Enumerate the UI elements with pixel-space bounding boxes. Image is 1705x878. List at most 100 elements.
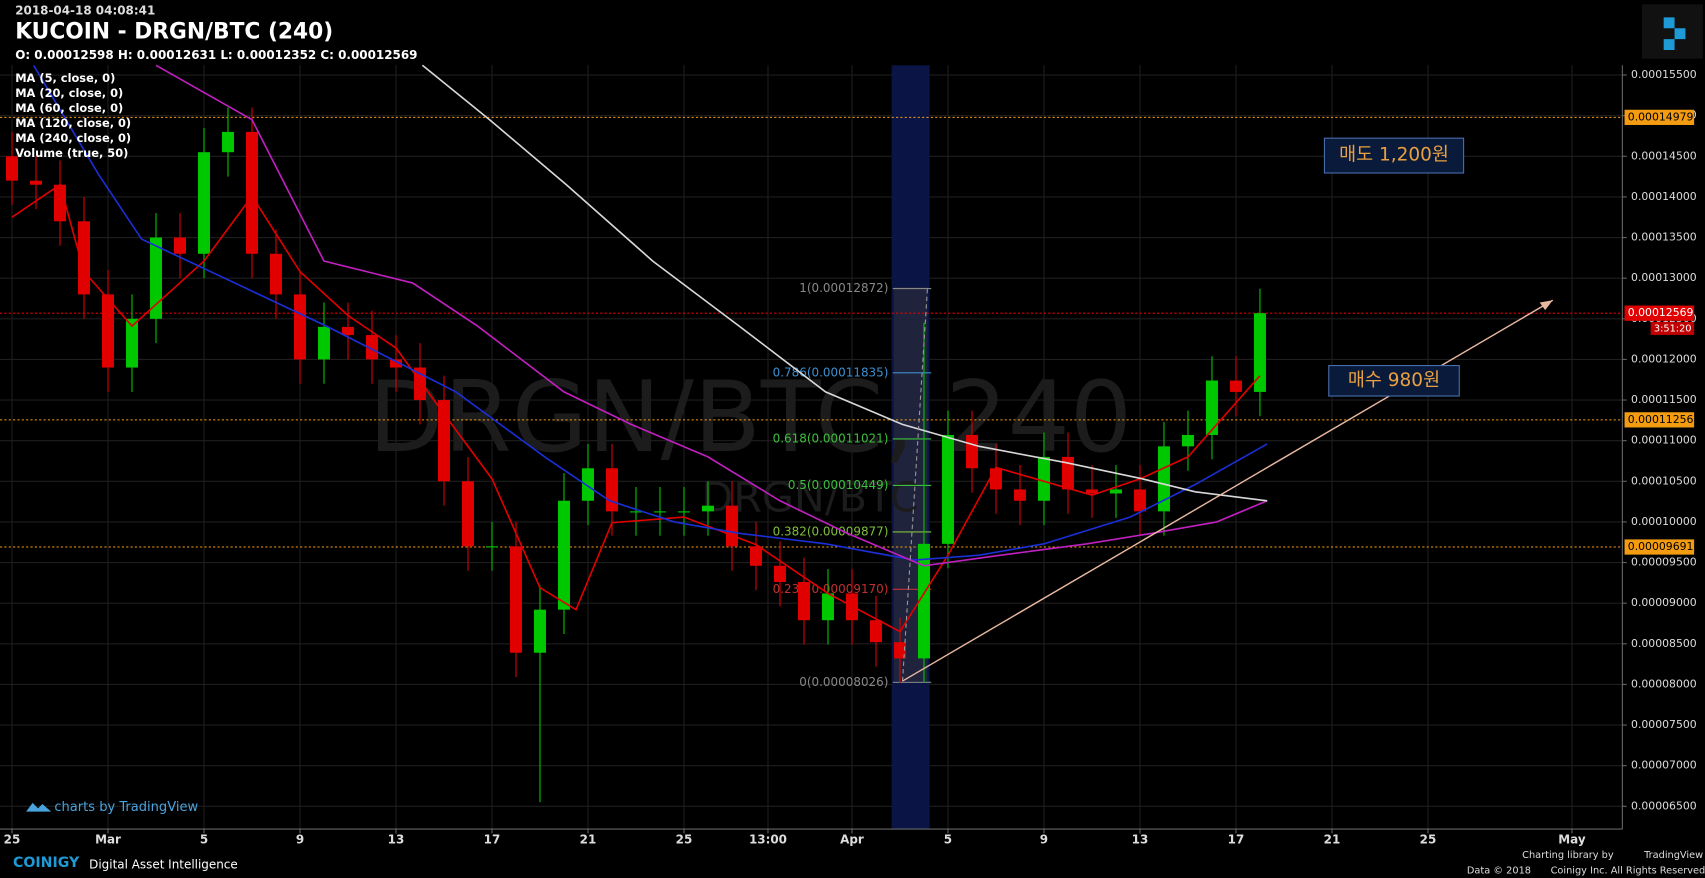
x-tick-label: 9: [296, 832, 304, 846]
fib-label: 0(0.00008026): [799, 675, 888, 689]
y-tick-label: 0.00015500: [1631, 68, 1697, 81]
y-tick-label: 0.00007000: [1631, 759, 1697, 772]
candle-body: [365, 335, 378, 360]
x-tick-label: 17: [484, 832, 501, 846]
candle-body: [677, 511, 690, 513]
price-tag-label: 0.00009691: [1628, 540, 1694, 553]
y-tick-label: 0.00009500: [1631, 556, 1697, 569]
candle-body: [1229, 380, 1242, 392]
trend-line: [902, 299, 1554, 682]
y-tick-label: 0.00012000: [1631, 352, 1697, 365]
candle-body: [437, 400, 450, 482]
y-tick-label: 0.00011000: [1631, 434, 1697, 447]
candle-body: [413, 367, 426, 401]
candle-body: [533, 609, 546, 653]
legend: MA (5, close, 0)MA (20, close, 0)MA (60,…: [15, 71, 131, 160]
price-tag-label: 0.00011256: [1628, 413, 1694, 426]
credit: charts by TradingView: [54, 800, 198, 815]
candle-body: [1085, 489, 1098, 494]
candle-body: [245, 131, 258, 254]
candle-body: [605, 468, 618, 512]
legend-entry: Volume (true, 50): [15, 146, 128, 160]
x-tick-label: 13: [388, 832, 405, 846]
y-tick-label: 0.00011500: [1631, 393, 1697, 406]
fib-label: 0.5(0.00010449): [788, 478, 889, 492]
x-tick-label: 17: [1228, 832, 1245, 846]
tv-credit: TradingView: [1643, 850, 1703, 861]
x-tick-label: 21: [1324, 832, 1341, 846]
chart-title: KUCOIN - DRGN/BTC (240): [15, 20, 333, 45]
annotation-box: [1323, 137, 1465, 174]
candle-body: [197, 152, 210, 254]
ma-line: [421, 64, 1268, 502]
tagline: Digital Asset Intelligence: [89, 857, 238, 871]
candle-body: [1157, 446, 1170, 512]
x-tick-label: Apr: [840, 832, 864, 846]
candle-body: [773, 565, 786, 583]
candle-body: [725, 505, 738, 547]
y-tick-label: 0.00010500: [1631, 474, 1697, 487]
x-tick-label: 25: [4, 832, 21, 846]
candle-body: [317, 326, 330, 360]
annotation: 매도 1,200원: [1339, 145, 1449, 166]
price-tag-label: 0.00012569: [1628, 306, 1694, 319]
candle-body: [509, 546, 522, 653]
candle-body: [989, 468, 1002, 490]
candle-body: [293, 294, 306, 360]
candle-body: [221, 131, 234, 153]
y-tick-label: 0.00013000: [1631, 271, 1697, 284]
x-tick-label: 13:00: [749, 832, 787, 846]
candle-body: [125, 318, 138, 368]
x-tick-label: Mar: [95, 832, 121, 846]
y-tick-label: 0.00007500: [1631, 718, 1697, 731]
price-tag: [1624, 305, 1695, 321]
candle-body: [1037, 456, 1050, 501]
candle-body: [941, 434, 954, 544]
candle-body: [581, 468, 594, 501]
legend-entry: MA (60, close, 0): [15, 101, 123, 115]
candle-body: [797, 582, 810, 621]
x-tick-label: 13: [1132, 832, 1149, 846]
copyright: Data © 2018: [1467, 865, 1531, 876]
annotation: 매수 980원: [1348, 370, 1440, 391]
candle-body: [821, 593, 834, 621]
brand: COINIGY: [13, 855, 80, 871]
candle-body: [77, 221, 90, 295]
x-tick-label: 5: [200, 832, 208, 846]
y-tick-label: 0.00010000: [1631, 515, 1697, 528]
annotation-box: [1328, 365, 1460, 397]
fib-label: 0.382(0.00009877): [773, 524, 889, 538]
candle-body: [629, 511, 642, 513]
candle-body: [101, 294, 114, 368]
candle-body: [389, 359, 402, 368]
candle-body: [869, 620, 882, 643]
timestamp: 2018-04-18 04:08:41: [15, 3, 155, 17]
candle-body: [1061, 456, 1074, 490]
y-tick-label: 0.00014500: [1631, 149, 1697, 162]
candle-body: [53, 184, 66, 222]
price-tag: [1624, 412, 1695, 428]
copyright: Coinigy Inc. All Rights Reserved.: [1551, 865, 1705, 876]
y-tick-label: 0.00013500: [1631, 231, 1697, 244]
candle-body: [1181, 434, 1194, 447]
candle-body: [893, 642, 906, 659]
fib-connector: [901, 287, 929, 682]
ma-line: [11, 183, 1261, 633]
fib-label: 1(0.00012872): [799, 281, 888, 295]
trend-arrow: [1539, 300, 1553, 311]
candle-body: [1253, 313, 1266, 392]
ma-line: [155, 64, 1268, 567]
countdown: 3:51:20: [1654, 323, 1692, 334]
x-tick-label: May: [1558, 832, 1586, 846]
ma-line: [32, 64, 1268, 561]
candle-body: [1133, 489, 1146, 512]
price-tag: [1624, 109, 1695, 125]
candle-body: [1205, 380, 1218, 435]
ohlc: O: 0.00012598 H: 0.00012631 L: 0.0001235…: [15, 48, 417, 62]
tv-icon: [26, 802, 52, 812]
candle-body: [1013, 489, 1026, 501]
candle-body: [269, 253, 282, 295]
y-tick-label: 0.00009000: [1631, 596, 1697, 609]
